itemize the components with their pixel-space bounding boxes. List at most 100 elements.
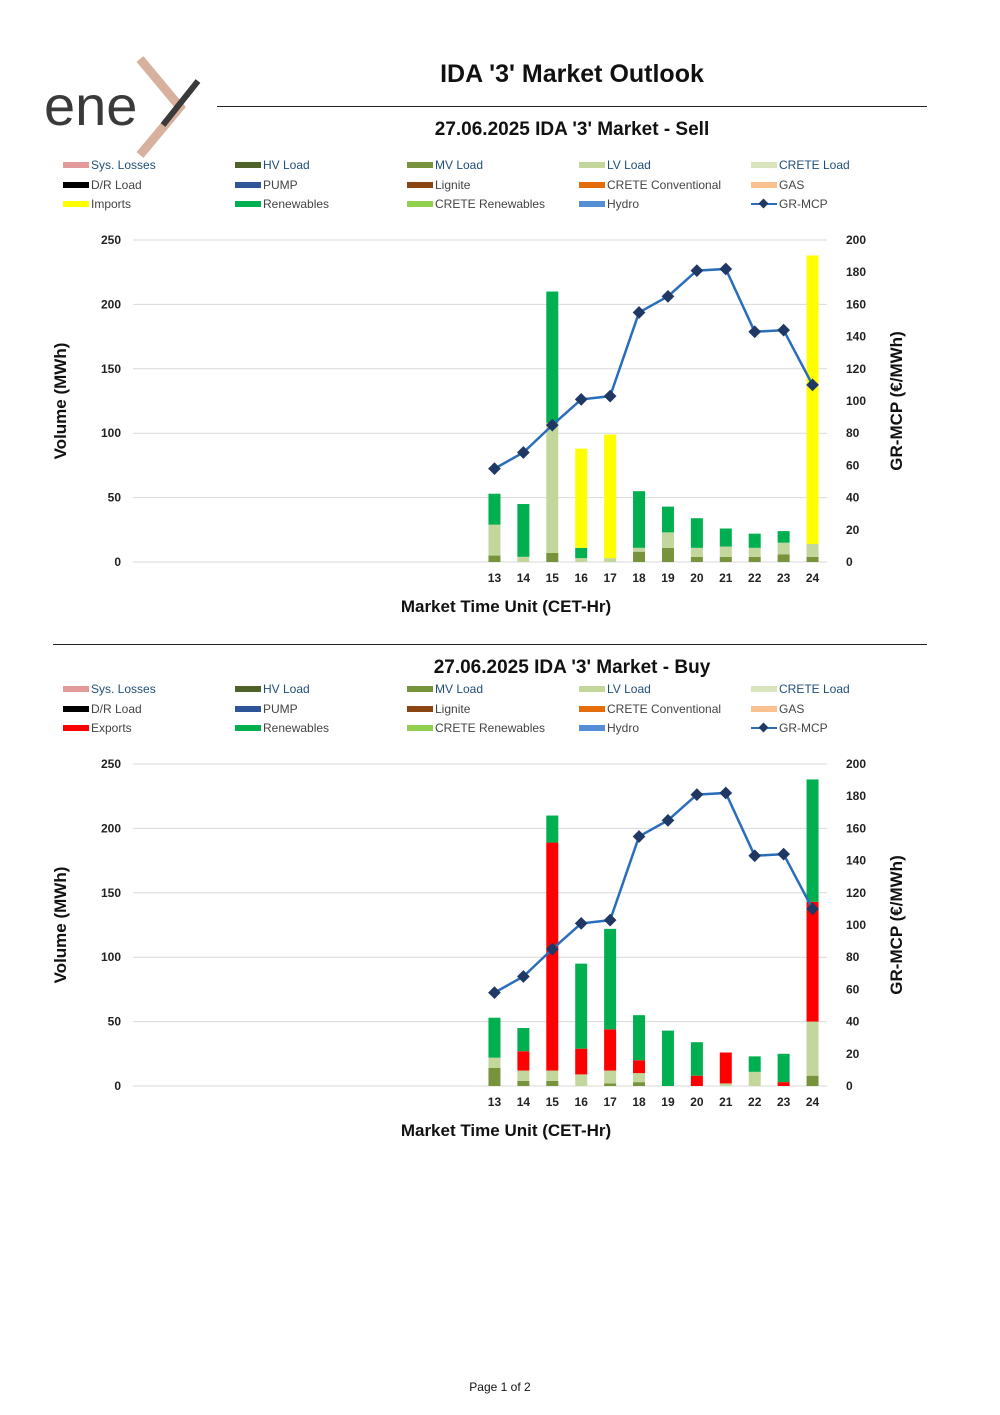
legend-label: HV Load bbox=[263, 682, 310, 696]
legend-label: CRETE Conventional bbox=[607, 701, 722, 716]
enex-logo: ene bbox=[44, 56, 201, 158]
legend-item-mv-load: MV Load bbox=[407, 682, 483, 696]
legend-item-lignite: Lignite bbox=[407, 702, 470, 716]
bar-renewables-15 bbox=[546, 291, 559, 423]
legend-item-lv-load: LV Load bbox=[579, 682, 651, 696]
x-tick-label: 22 bbox=[748, 571, 762, 585]
bar-renewables-18 bbox=[633, 1015, 646, 1061]
bar-lv-load-16 bbox=[575, 558, 588, 562]
bar-renewables-21 bbox=[719, 528, 732, 547]
bar-lv-load-24 bbox=[806, 1021, 819, 1076]
bar-exports-24 bbox=[806, 901, 819, 1022]
legend-item-crete-renewables: CRETE Renewables bbox=[407, 197, 545, 211]
legend-item-hydro: Hydro bbox=[579, 197, 639, 211]
y-axis-title: Volume (MWh) bbox=[51, 343, 70, 460]
legend-item-hv-load: HV Load bbox=[235, 682, 310, 696]
bar-lv-load-17 bbox=[604, 1070, 617, 1084]
legend-item-crete-load: CRETE Load bbox=[751, 158, 850, 172]
bar-mv-load-13 bbox=[488, 1067, 501, 1086]
y-tick-label: 100 bbox=[101, 950, 121, 964]
page-footer: Page 1 of 2 bbox=[469, 1380, 531, 1394]
bar-mv-load-22 bbox=[748, 556, 761, 562]
legend-label: MV Load bbox=[435, 682, 484, 696]
bar-lv-load-18 bbox=[633, 547, 646, 552]
gr-mcp-point-13 bbox=[488, 986, 501, 999]
bar-renewables-15 bbox=[546, 815, 559, 843]
bar-lv-load-14 bbox=[517, 556, 530, 562]
legend-item-lignite: Lignite bbox=[407, 178, 470, 192]
bar-renewables-17 bbox=[604, 928, 617, 1030]
y2-tick-label: 80 bbox=[846, 950, 860, 964]
bar-mv-load-19 bbox=[661, 547, 674, 562]
page-title: IDA '3' Market Outlook bbox=[440, 60, 704, 88]
bar-lv-load-19 bbox=[661, 532, 674, 548]
y2-tick-label: 40 bbox=[846, 491, 860, 505]
y2-tick-label: 100 bbox=[846, 918, 866, 932]
gr-mcp-point-22 bbox=[748, 849, 762, 863]
bar-renewables-13 bbox=[488, 1017, 501, 1058]
y2-axis-title: GR-MCP (€/MWh) bbox=[887, 331, 906, 470]
x-tick-label: 21 bbox=[719, 571, 733, 585]
gr-mcp-point-17 bbox=[603, 389, 617, 403]
legend-label: GR-MCP bbox=[779, 721, 828, 735]
bar-mv-load-24 bbox=[806, 556, 819, 562]
bar-renewables-23 bbox=[777, 1053, 790, 1083]
bar-lv-load-18 bbox=[633, 1073, 646, 1083]
legend-item-renewables: Renewables bbox=[235, 721, 329, 735]
gr-mcp-point-18 bbox=[632, 830, 646, 843]
bar-lv-load-16 bbox=[575, 1074, 588, 1086]
x-tick-label: 17 bbox=[603, 571, 617, 585]
legend-item-crete-conventional: CRETE Conventional bbox=[579, 178, 721, 192]
bar-mv-load-14 bbox=[517, 1080, 530, 1086]
legend-swatch-crete-renewables bbox=[407, 725, 433, 731]
legend-swatch-hydro bbox=[579, 725, 605, 731]
bar-renewables-16 bbox=[575, 963, 588, 1049]
y-tick-label: 0 bbox=[114, 1079, 121, 1093]
gr-mcp-point-13 bbox=[488, 462, 501, 475]
x-tick-label: 16 bbox=[575, 1095, 589, 1109]
bar-renewables-13 bbox=[488, 493, 501, 525]
y2-tick-label: 180 bbox=[846, 265, 866, 279]
x-tick-label: 20 bbox=[690, 571, 704, 585]
legend-label: Exports bbox=[91, 721, 132, 735]
x-tick-label: 21 bbox=[719, 1095, 733, 1109]
legend-item-sys-losses: Sys. Losses bbox=[63, 682, 156, 696]
y2-tick-label: 120 bbox=[846, 886, 866, 900]
legend-label: GAS bbox=[779, 177, 805, 192]
legend-swatch-lignite bbox=[407, 181, 433, 188]
legend-label: GR-MCP bbox=[779, 197, 828, 211]
legend-swatch-lv-load bbox=[579, 162, 605, 168]
legend-swatch-lv-load bbox=[579, 686, 605, 692]
gr-mcp-point-18 bbox=[632, 306, 646, 319]
legend-swatch-pump bbox=[235, 181, 261, 188]
legend-label: D/R Load bbox=[91, 177, 142, 192]
legend-swatch-gr-mcp bbox=[751, 199, 777, 209]
bar-mv-load-20 bbox=[690, 556, 703, 562]
legend-item-pump: PUMP bbox=[235, 702, 298, 716]
legend-item-gas: GAS bbox=[751, 178, 804, 192]
y2-tick-label: 140 bbox=[846, 854, 866, 868]
legend-item-gr-mcp: GR-MCP bbox=[751, 721, 828, 735]
bar-mv-load-15 bbox=[546, 552, 559, 562]
legend-label: Hydro bbox=[607, 721, 640, 735]
x-tick-label: 14 bbox=[517, 571, 531, 585]
y2-tick-label: 60 bbox=[846, 458, 860, 472]
legend-swatch-crete-conventional bbox=[579, 181, 605, 188]
legend-swatch-d-r-load bbox=[63, 181, 89, 188]
legend-item-crete-conventional: CRETE Conventional bbox=[579, 702, 721, 716]
bar-lv-load-13 bbox=[488, 524, 501, 556]
legend-swatch-exports bbox=[63, 725, 89, 731]
gr-mcp-point-21 bbox=[719, 786, 733, 800]
legend-item-renewables: Renewables bbox=[235, 197, 329, 211]
x-axis-title: Market Time Unit (CET-Hr) bbox=[401, 1121, 611, 1140]
y-axis-title: Volume (MWh) bbox=[51, 867, 70, 984]
legend-swatch-mv-load bbox=[407, 686, 433, 692]
legend-label: CRETE Load bbox=[779, 682, 850, 696]
bar-lv-load-13 bbox=[488, 1057, 501, 1068]
legend-label: Lignite bbox=[435, 177, 471, 192]
x-tick-label: 23 bbox=[777, 1095, 791, 1109]
y2-tick-label: 20 bbox=[846, 1047, 860, 1061]
bar-imports-16 bbox=[575, 448, 588, 548]
bar-exports-23 bbox=[777, 1082, 790, 1086]
x-tick-label: 22 bbox=[748, 1095, 762, 1109]
